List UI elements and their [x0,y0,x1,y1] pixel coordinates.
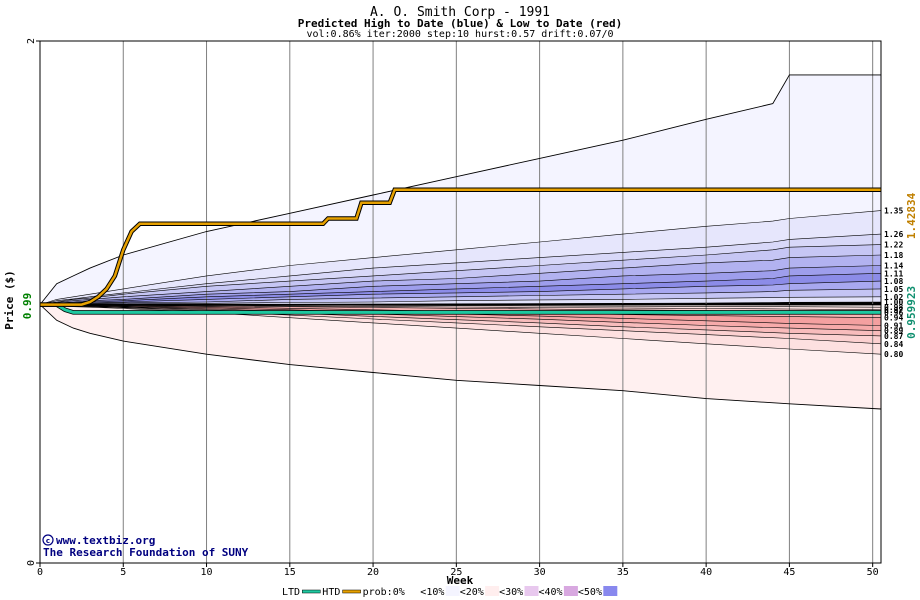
x-tick-label-30: 30 [534,567,546,578]
legend-item-4-swatch [485,586,500,596]
ltd-end-value: 0.959923 [905,286,918,339]
low-band-3 [40,304,881,336]
axis-ticks: 0 5 10 15 20 25 30 35 40 45 50 0 2 [26,38,879,578]
x-tick-label-15: 15 [284,567,296,578]
low-level-label: 0.80 [884,350,903,359]
high-contour-2 [39,233,882,305]
low-level-label: 0.97 [884,306,903,315]
probability-bands [40,74,881,409]
credit-website: www.textbiz.org [56,534,155,547]
x-tick-label-0: 0 [37,567,43,578]
legend-item-7-label: <50% [578,587,602,598]
high-band-3 [40,244,881,305]
copyright-glyph: c [46,537,50,545]
low-level-label: 0.98 [884,303,903,312]
legend-item-4-label: <20% [460,587,484,598]
high-band-5 [40,265,881,305]
legend-item-5-label: <30% [499,587,523,598]
high-level-label: 1.22 [884,241,903,250]
legend-item-3-label: <10% [420,587,444,598]
chart-params: vol:0.86% iter:2000 step:10 hurst:0.57 d… [306,29,613,40]
high-level-label: 1.05 [884,285,903,294]
legend-item-2-label: prob:0% [363,587,405,598]
x-tick-label-25: 25 [450,567,462,578]
high-level-label: 1.00 [884,298,903,307]
high-band-2 [40,234,881,305]
high-contour-3 [39,244,882,305]
high-level-label: 1.26 [884,230,903,239]
x-tick-label-50: 50 [867,567,879,578]
y-tick-label-0: 0 [26,560,37,566]
high-level-label: 1.35 [884,207,903,216]
low-level-label: 0.89 [884,327,903,336]
x-tick-label-5: 5 [120,567,126,578]
x-tick-label-20: 20 [367,567,379,578]
chart-subtitle: Predicted High to Date (blue) & Low to D… [298,17,623,30]
legend-item-0-swatch [302,589,321,594]
legend-item-1-label: HTD [322,587,340,598]
legend-item-1-swatch [342,589,361,594]
high-contour-4 [39,254,882,305]
legend-item-2-swatch [406,586,421,596]
high-band-4 [40,255,881,305]
x-axis-label: Week [447,574,474,587]
low-level-label: 0.84 [884,340,903,349]
legend-item-6-swatch [563,586,578,596]
high-band-1 [40,210,881,305]
x-tick-label-10: 10 [201,567,213,578]
level-labels: 1.35 1.26 1.221.181.141.111.081.051.021.00… [884,207,903,360]
high-level-label: 1.18 [884,251,903,260]
htd-line [40,188,881,306]
chart-title: A. O. Smith Corp - 1991 [370,5,550,20]
low-contour-0 [39,304,882,410]
low-band-8 [40,304,881,310]
legend-item-5-swatch [524,586,539,596]
low-band-0 [40,304,881,409]
high-level-label: 1.02 [884,293,903,302]
credit-org: The Research Foundation of SUNY [43,546,249,559]
low-level-label: 0.96 [884,308,903,317]
legend-item-0-label: LTD [282,587,300,598]
high-level-label: 1.11 [884,269,903,278]
low-level-label: 0.91 [884,321,903,330]
x-tick-label-45: 45 [783,567,795,578]
legend: LTD HTD prob:0% <10% <20% <30% <40% <50% [282,586,618,598]
y-tick-label-2: 2 [26,38,37,44]
legend-item-7-swatch [603,586,618,596]
high-contour-5 [39,265,882,305]
start-price-label: 0.99 [21,293,34,320]
high-level-label: 1.08 [884,277,903,286]
htd-end-value: 1.42834 [905,192,918,239]
high-contour-0 [39,74,881,305]
x-tick-label-35: 35 [617,567,629,578]
high-contour-1 [39,210,882,305]
credits: c www.textbiz.org The Research Foundatio… [42,534,249,559]
high-level-label: 1.14 [884,261,903,270]
high-contour-6 [39,273,882,305]
x-tick-label-40: 40 [700,567,712,578]
copyright-icon [42,534,54,546]
low-level-label: 0.87 [884,332,903,341]
legend-item-3-swatch [445,586,460,596]
y-axis-label: Price ($) [3,270,16,330]
low-level-label: 0.94 [884,314,903,323]
plot-frame [39,40,882,564]
actual-paths [40,187,881,315]
legend-item-6-label: <40% [539,587,563,598]
